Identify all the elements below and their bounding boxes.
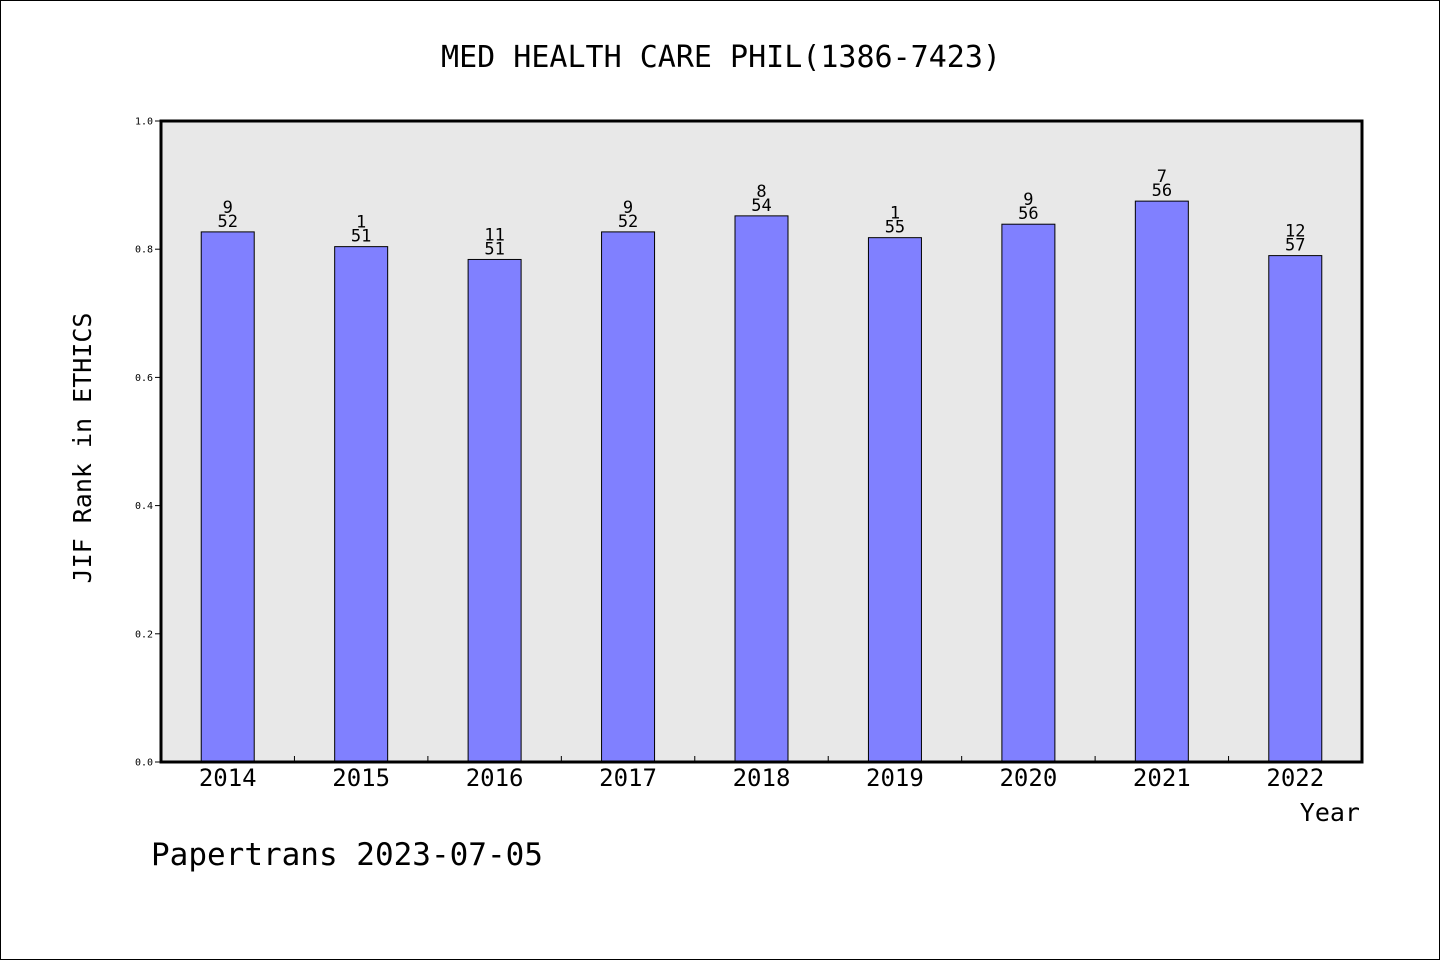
footer-text: Papertrans 2023-07-05 xyxy=(151,837,543,873)
chart-title: MED HEALTH CARE PHIL(1386-7423) xyxy=(441,40,1001,75)
bar-2014 xyxy=(200,231,255,763)
bar-rank-label: 12 xyxy=(1285,222,1305,242)
x-axis: 2014 2015 2016 2017 2018 2019 2020 2021 2022 xyxy=(199,756,1324,792)
bar-total-label: 52 xyxy=(618,212,638,232)
x-tick-label: 2014 xyxy=(199,764,257,792)
plot-border xyxy=(159,119,1364,764)
bar-total-label: 54 xyxy=(751,196,771,216)
bar-2017 xyxy=(601,231,656,763)
y-tick-label: 0.0 xyxy=(135,758,153,769)
bar-2016 xyxy=(467,258,522,763)
y-tick-label: 0.8 xyxy=(135,245,153,256)
bar-rank-label: 7 xyxy=(1157,167,1167,187)
bar-2015 xyxy=(334,246,389,763)
x-tick-label: 2016 xyxy=(466,764,524,792)
bar-total-label: 51 xyxy=(351,227,371,247)
bar-total-label: 56 xyxy=(1152,181,1172,201)
x-tick-label: 2015 xyxy=(332,764,390,792)
bar-2022 xyxy=(1268,255,1323,763)
x-tick-label: 2019 xyxy=(866,764,924,792)
bar-total-label: 57 xyxy=(1285,236,1305,256)
x-tick-label: 2020 xyxy=(999,764,1057,792)
bar-rank-label: 9 xyxy=(1023,190,1033,210)
bar-total-label: 55 xyxy=(885,218,905,238)
y-tick-label: 1.0 xyxy=(135,117,153,128)
bar-rank-label: 9 xyxy=(623,198,633,218)
bar-rank-label: 9 xyxy=(223,198,233,218)
y-axis-label: JIF Rank in ETHICS xyxy=(68,313,97,584)
x-tick-label: 2022 xyxy=(1266,764,1324,792)
x-axis-label: Year xyxy=(1300,798,1360,827)
bar-total-label: 52 xyxy=(217,212,237,232)
y-tick-label: 0.4 xyxy=(135,501,153,512)
bar-2019 xyxy=(867,237,922,763)
y-axis: 0.0 0.2 0.4 0.6 0.8 1.0 xyxy=(135,117,161,769)
bar-rank-label: 11 xyxy=(484,225,504,245)
x-tick-label: 2021 xyxy=(1133,764,1191,792)
bar-rank-label: 1 xyxy=(890,204,900,224)
y-tick-label: 0.6 xyxy=(135,373,153,384)
bar-2018 xyxy=(734,215,789,763)
x-tick-label: 2018 xyxy=(733,764,791,792)
bar-rank-label: 8 xyxy=(756,182,766,202)
y-tick-label: 0.2 xyxy=(135,629,153,640)
x-tick-label: 2017 xyxy=(599,764,657,792)
bar-total-label: 56 xyxy=(1018,204,1038,224)
bar-total-label: 51 xyxy=(484,239,504,259)
bar-2020 xyxy=(1001,223,1056,763)
bar-rank-label: 1 xyxy=(356,213,366,233)
bar-2021 xyxy=(1134,200,1189,763)
